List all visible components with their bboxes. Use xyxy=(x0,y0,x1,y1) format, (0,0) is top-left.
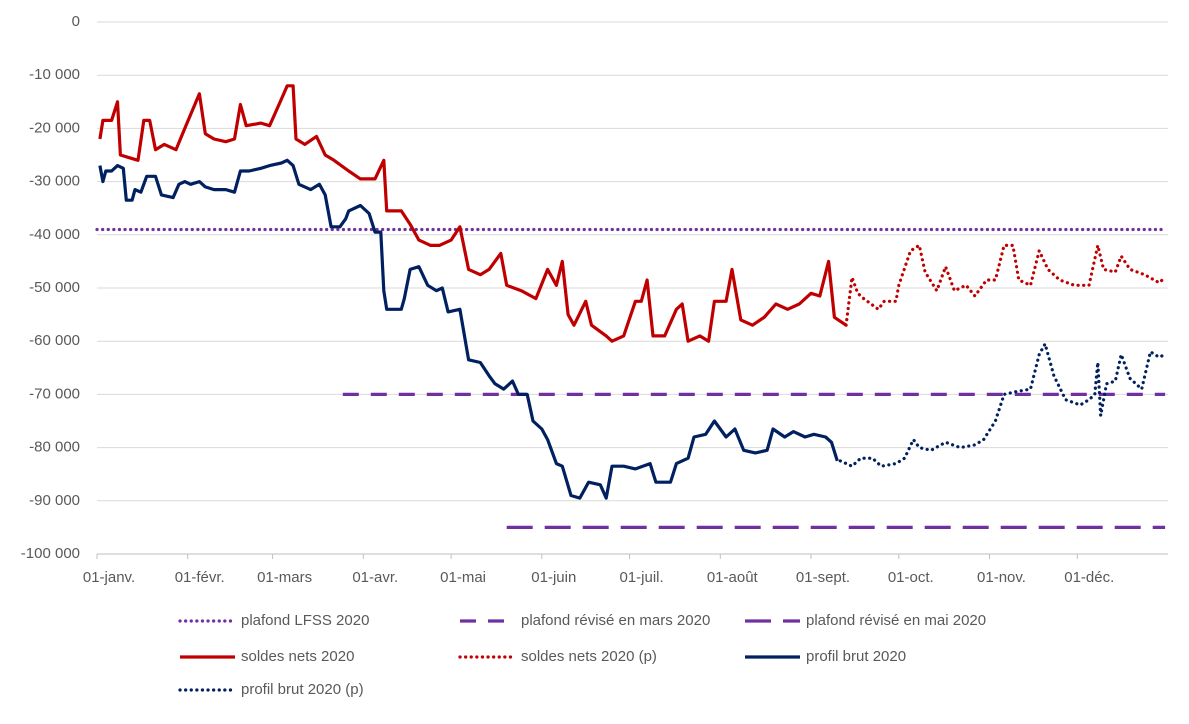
legend-label: plafond LFSS 2020 xyxy=(241,612,369,629)
series-line xyxy=(98,158,839,500)
legend-label: plafond révisé en mai 2020 xyxy=(806,612,986,629)
y-tick-label: 0 xyxy=(72,13,80,30)
series-line xyxy=(838,342,1167,468)
x-tick-label: 01-nov. xyxy=(977,569,1026,586)
y-tick-label: -80 000 xyxy=(29,439,80,456)
x-tick-label: 01-oct. xyxy=(888,569,934,586)
x-tick-label: 01-janv. xyxy=(83,569,135,586)
legend-label: soldes nets 2020 (p) xyxy=(521,648,657,665)
x-tick-label: 01-août xyxy=(707,569,759,586)
y-tick-label: -100 000 xyxy=(21,545,80,562)
x-tick-label: 01-déc. xyxy=(1064,569,1114,586)
legend-label: plafond révisé en mars 2020 xyxy=(521,612,710,629)
x-tick-label: 01-févr. xyxy=(175,569,225,586)
legend-label: profil brut 2020 (p) xyxy=(241,681,364,698)
y-tick-label: -90 000 xyxy=(29,492,80,509)
x-tick-label: 01-mars xyxy=(257,569,312,586)
x-tick-label: 01-mai xyxy=(440,569,486,586)
x-tick-label: 01-avr. xyxy=(352,569,398,586)
y-tick-label: -10 000 xyxy=(29,66,80,83)
y-tick-label: -60 000 xyxy=(29,332,80,349)
y-tick-label: -40 000 xyxy=(29,226,80,243)
x-tick-label: 01-juil. xyxy=(619,569,663,586)
y-tick-label: -20 000 xyxy=(29,119,80,136)
series-line xyxy=(98,84,847,343)
series-line xyxy=(844,243,1167,327)
x-tick-label: 01-sept. xyxy=(796,569,850,586)
y-tick-label: -70 000 xyxy=(29,385,80,402)
y-tick-label: -30 000 xyxy=(29,173,80,190)
legend-label: soldes nets 2020 xyxy=(241,648,354,665)
y-tick-label: -50 000 xyxy=(29,279,80,296)
x-tick-label: 01-juin xyxy=(531,569,576,586)
legend-label: profil brut 2020 xyxy=(806,648,906,665)
